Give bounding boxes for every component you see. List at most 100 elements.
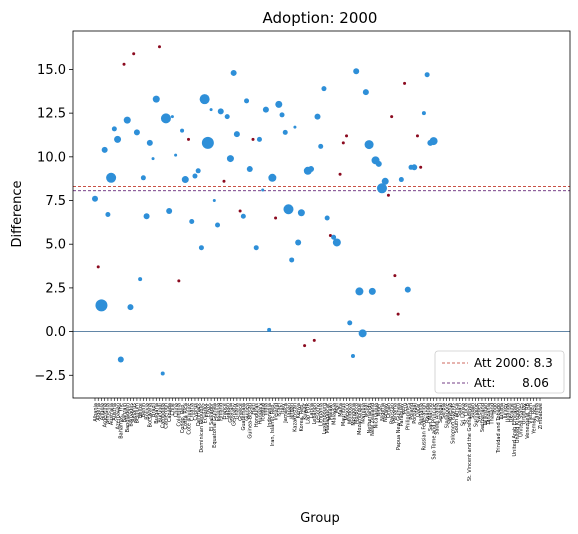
x-tick-label: Panama <box>393 403 399 423</box>
data-point-21 <box>160 371 165 376</box>
data-point-10 <box>123 116 131 124</box>
x-tick-label: Angola <box>99 403 105 420</box>
x-tick-label: Bahamas, The <box>119 403 125 439</box>
x-tick-label: Slovenia <box>448 403 454 424</box>
legend-label-att-overall: Att: 8.06 <box>474 376 549 390</box>
data-point-75 <box>332 238 341 247</box>
data-point-1 <box>96 265 100 269</box>
x-tick-label: Sao Tome and Principe <box>431 403 437 460</box>
x-tick-label: Lao PDR <box>306 402 312 423</box>
x-tick-label: Belgium <box>135 403 141 424</box>
data-point-32 <box>195 168 201 174</box>
data-point-43 <box>230 69 237 76</box>
data-point-7 <box>114 135 122 143</box>
data-point-59 <box>282 129 288 135</box>
data-point-103 <box>424 72 430 78</box>
data-point-36 <box>209 108 213 112</box>
x-tick-label: Iran, Islamic Rep. <box>270 403 276 447</box>
legend: Att 2000: 8.3 Att: 8.06 <box>434 350 565 394</box>
data-point-86 <box>368 287 376 295</box>
data-point-44 <box>233 131 240 138</box>
x-tick-label: Bangladesh <box>125 403 131 432</box>
x-tick-label: Oman <box>386 403 392 418</box>
y-tick-label: 7.5 <box>45 194 66 209</box>
data-point-33 <box>198 245 204 251</box>
data-point-77 <box>341 141 345 145</box>
x-tick-label: Yemen, Rep. <box>531 403 537 435</box>
plot-area <box>73 45 570 376</box>
x-tick-label: Armenia <box>106 403 112 424</box>
x-tick-label: Mauritius <box>341 403 347 427</box>
x-tick-label: Equatorial Guinea <box>212 403 218 448</box>
data-point-30 <box>189 218 195 224</box>
x-tick-label: Tajikistan <box>483 403 489 427</box>
x-tick-label: Ukraine <box>509 403 515 422</box>
x-tick-label: Switzerland <box>480 403 486 432</box>
x-tick-label: Jordan <box>290 403 296 420</box>
data-point-89 <box>376 183 387 194</box>
data-point-88 <box>375 160 382 167</box>
data-point-49 <box>251 137 255 141</box>
x-tick-label: Poland <box>409 403 415 420</box>
data-point-68 <box>312 338 316 342</box>
x-tick-label: Mexico <box>344 403 350 420</box>
data-point-55 <box>268 173 277 182</box>
data-point-96 <box>403 81 407 85</box>
data-point-95 <box>398 177 404 183</box>
data-point-61 <box>289 257 295 263</box>
x-tick-label: Belize <box>138 403 144 418</box>
data-point-90 <box>381 177 389 185</box>
x-tick-label: Nicaragua <box>373 403 379 428</box>
data-point-13 <box>133 129 140 136</box>
x-tick-label: Kazakhstan <box>293 403 299 432</box>
x-tick-label: United States <box>518 403 524 437</box>
data-point-26 <box>177 279 181 283</box>
data-point-29 <box>187 137 191 141</box>
data-point-65 <box>303 344 307 348</box>
x-tick-label: Burundi <box>157 403 163 423</box>
data-point-82 <box>355 287 364 296</box>
x-tick-label: Namibia <box>360 403 366 424</box>
data-point-94 <box>396 312 400 316</box>
data-point-8 <box>117 356 124 363</box>
data-point-91 <box>386 193 390 197</box>
x-tick-label: Congo, Rep. <box>180 403 186 434</box>
x-axis-label: Group <box>300 511 340 526</box>
x-tick-label: Norway <box>383 403 389 422</box>
x-tick-label: Suriname <box>473 403 479 427</box>
data-point-63 <box>295 239 302 246</box>
data-point-19 <box>152 95 160 103</box>
x-tick-label: Qatar <box>415 402 421 417</box>
data-point-48 <box>246 166 253 173</box>
x-tick-label: Algeria <box>96 403 102 421</box>
x-tick-label: Lesotho <box>315 403 321 423</box>
x-tick-label: Korea, Rep. <box>299 403 305 432</box>
x-tick-label: Uruguay <box>522 403 528 424</box>
x-tick-label: Solomon Islands <box>451 403 457 444</box>
data-point-84 <box>362 89 369 96</box>
x-tick-label: Gabon <box>225 403 231 419</box>
x-tick-label: Guinea <box>244 403 250 421</box>
x-tick-label: Japan <box>286 403 292 418</box>
x-tick-label: Dominican Republic <box>199 403 205 453</box>
x-tick-label: Turkey <box>502 403 508 420</box>
data-point-51 <box>256 136 262 142</box>
x-tick-label: Russian Federation <box>422 403 428 450</box>
data-point-27 <box>180 128 185 133</box>
x-tick-label: United Arab Emirates <box>512 403 518 457</box>
x-tick-label: Nepal <box>364 403 370 417</box>
x-tick-label: Saudi Arabia <box>435 403 441 435</box>
data-point-81 <box>353 68 360 75</box>
data-point-11 <box>127 304 134 311</box>
data-point-70 <box>318 143 324 149</box>
x-tick-label: Morocco <box>354 403 360 424</box>
data-point-42 <box>226 155 234 163</box>
x-tick-label: Sri Lanka <box>460 403 466 426</box>
x-tick-label: Guinea-Bissau <box>248 403 254 439</box>
x-tick-label: Cameroon <box>164 403 170 429</box>
x-tick-label: China <box>173 403 179 417</box>
x-tick-label: Argentina <box>102 403 108 427</box>
x-tick-label: Madagascar <box>325 402 331 433</box>
x-tick-label: United Kingdom <box>515 403 521 443</box>
x-tick-label: Malaysia <box>331 403 337 425</box>
